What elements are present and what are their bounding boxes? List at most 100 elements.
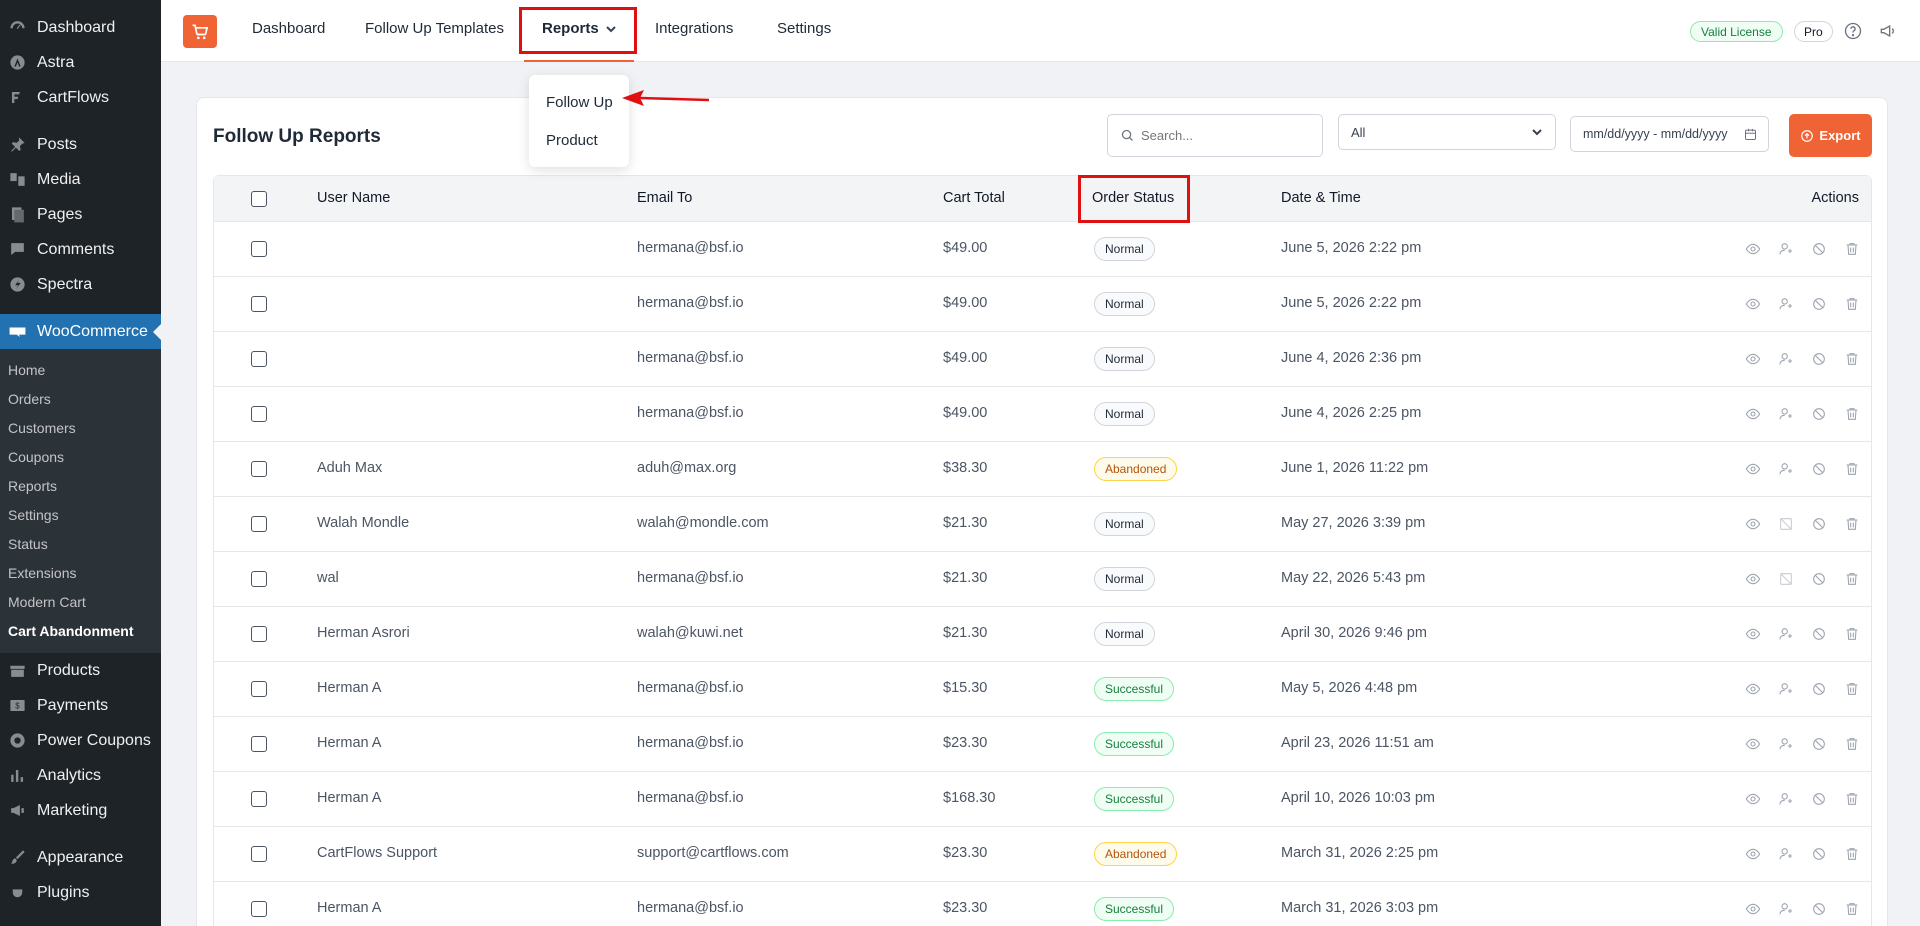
- submenu-item-cart-abandonment[interactable]: Cart Abandonment: [8, 622, 134, 639]
- row-checkbox[interactable]: [251, 351, 267, 367]
- search-input[interactable]: [1141, 128, 1301, 143]
- unsubscribe-ban-icon[interactable]: [1809, 899, 1828, 918]
- view-eye-icon[interactable]: [1743, 239, 1762, 258]
- sidebar-item-media[interactable]: Media: [0, 162, 161, 197]
- view-eye-icon[interactable]: [1743, 514, 1762, 533]
- unsubscribe-ban-icon[interactable]: [1809, 404, 1828, 423]
- user-disabled-icon[interactable]: [1776, 569, 1795, 588]
- user-add-icon[interactable]: [1776, 734, 1795, 753]
- megaphone-icon[interactable]: [1877, 20, 1899, 42]
- row-checkbox[interactable]: [251, 791, 267, 807]
- unsubscribe-ban-icon[interactable]: [1809, 679, 1828, 698]
- view-eye-icon[interactable]: [1743, 569, 1762, 588]
- user-disabled-icon[interactable]: [1776, 514, 1795, 533]
- unsubscribe-ban-icon[interactable]: [1809, 349, 1828, 368]
- header-cart-total[interactable]: Cart Total: [943, 190, 1005, 206]
- dropdown-item-follow-up[interactable]: Follow Up: [546, 93, 613, 111]
- nav-reports[interactable]: Reports: [542, 20, 617, 37]
- sidebar-item-comments[interactable]: Comments: [0, 232, 161, 267]
- row-checkbox[interactable]: [251, 406, 267, 422]
- user-add-icon[interactable]: [1776, 844, 1795, 863]
- submenu-item-status[interactable]: Status: [8, 535, 48, 552]
- submenu-item-orders[interactable]: Orders: [8, 390, 51, 407]
- sidebar-item-posts[interactable]: Posts: [0, 127, 161, 162]
- header-email-to[interactable]: Email To: [637, 190, 693, 206]
- user-add-icon[interactable]: [1776, 789, 1795, 808]
- row-checkbox[interactable]: [251, 516, 267, 532]
- sidebar-item-appearance[interactable]: Appearance: [0, 840, 161, 875]
- user-add-icon[interactable]: [1776, 239, 1795, 258]
- dropdown-item-product[interactable]: Product: [546, 131, 598, 149]
- view-eye-icon[interactable]: [1743, 844, 1762, 863]
- unsubscribe-ban-icon[interactable]: [1809, 459, 1828, 478]
- export-button[interactable]: Export: [1789, 114, 1872, 157]
- delete-trash-icon[interactable]: [1842, 844, 1861, 863]
- sidebar-item-power-coupons[interactable]: Power Coupons: [0, 723, 161, 758]
- sidebar-item-payments[interactable]: $ Payments: [0, 688, 161, 723]
- delete-trash-icon[interactable]: [1842, 679, 1861, 698]
- unsubscribe-ban-icon[interactable]: [1809, 569, 1828, 588]
- user-add-icon[interactable]: [1776, 349, 1795, 368]
- row-checkbox[interactable]: [251, 681, 267, 697]
- unsubscribe-ban-icon[interactable]: [1809, 734, 1828, 753]
- nav-settings[interactable]: Settings: [777, 20, 832, 37]
- header-user-name[interactable]: User Name: [317, 190, 391, 206]
- user-add-icon[interactable]: [1776, 899, 1795, 918]
- sidebar-item-dashboard[interactable]: Dashboard: [0, 10, 161, 45]
- search-box[interactable]: [1107, 114, 1323, 157]
- delete-trash-icon[interactable]: [1842, 789, 1861, 808]
- user-add-icon[interactable]: [1776, 679, 1795, 698]
- row-checkbox[interactable]: [251, 296, 267, 312]
- unsubscribe-ban-icon[interactable]: [1809, 789, 1828, 808]
- unsubscribe-ban-icon[interactable]: [1809, 844, 1828, 863]
- user-add-icon[interactable]: [1776, 624, 1795, 643]
- row-checkbox[interactable]: [251, 461, 267, 477]
- view-eye-icon[interactable]: [1743, 734, 1762, 753]
- delete-trash-icon[interactable]: [1842, 404, 1861, 423]
- delete-trash-icon[interactable]: [1842, 624, 1861, 643]
- submenu-item-home[interactable]: Home: [8, 361, 46, 378]
- header-date-time[interactable]: Date & Time: [1281, 190, 1361, 206]
- submenu-item-extensions[interactable]: Extensions: [8, 564, 77, 581]
- sidebar-item-cartflows[interactable]: CartFlows: [0, 80, 161, 115]
- nav-dashboard[interactable]: Dashboard: [252, 20, 326, 37]
- view-eye-icon[interactable]: [1743, 899, 1762, 918]
- sidebar-item-marketing[interactable]: Marketing: [0, 793, 161, 828]
- cart-logo-icon[interactable]: [183, 15, 217, 48]
- select-all-checkbox[interactable]: [251, 191, 267, 207]
- delete-trash-icon[interactable]: [1842, 349, 1861, 368]
- unsubscribe-ban-icon[interactable]: [1809, 514, 1828, 533]
- row-checkbox[interactable]: [251, 846, 267, 862]
- header-order-status[interactable]: Order Status: [1092, 190, 1175, 206]
- submenu-item-reports[interactable]: Reports: [8, 477, 58, 494]
- unsubscribe-ban-icon[interactable]: [1809, 624, 1828, 643]
- sidebar-item-astra[interactable]: Astra: [0, 45, 161, 80]
- delete-trash-icon[interactable]: [1842, 294, 1861, 313]
- nav-follow-up-templates[interactable]: Follow Up Templates: [365, 20, 504, 37]
- nav-integrations[interactable]: Integrations: [655, 20, 734, 37]
- submenu-item-customers[interactable]: Customers: [8, 419, 76, 436]
- view-eye-icon[interactable]: [1743, 459, 1762, 478]
- row-checkbox[interactable]: [251, 736, 267, 752]
- user-add-icon[interactable]: [1776, 459, 1795, 478]
- sidebar-item-analytics[interactable]: Analytics: [0, 758, 161, 793]
- sidebar-item-plugins[interactable]: Plugins: [0, 875, 161, 910]
- view-eye-icon[interactable]: [1743, 789, 1762, 808]
- view-eye-icon[interactable]: [1743, 679, 1762, 698]
- row-checkbox[interactable]: [251, 626, 267, 642]
- sidebar-item-spectra[interactable]: Spectra: [0, 267, 161, 302]
- status-filter-select[interactable]: All: [1338, 114, 1556, 150]
- row-checkbox[interactable]: [251, 241, 267, 257]
- view-eye-icon[interactable]: [1743, 294, 1762, 313]
- view-eye-icon[interactable]: [1743, 404, 1762, 423]
- delete-trash-icon[interactable]: [1842, 569, 1861, 588]
- date-range-picker[interactable]: mm/dd/yyyy - mm/dd/yyyy: [1570, 116, 1769, 152]
- user-add-icon[interactable]: [1776, 294, 1795, 313]
- delete-trash-icon[interactable]: [1842, 514, 1861, 533]
- sidebar-item-woocommerce[interactable]: WooCommerce: [0, 314, 161, 349]
- delete-trash-icon[interactable]: [1842, 239, 1861, 258]
- help-icon[interactable]: [1842, 20, 1864, 42]
- view-eye-icon[interactable]: [1743, 624, 1762, 643]
- row-checkbox[interactable]: [251, 901, 267, 917]
- delete-trash-icon[interactable]: [1842, 899, 1861, 918]
